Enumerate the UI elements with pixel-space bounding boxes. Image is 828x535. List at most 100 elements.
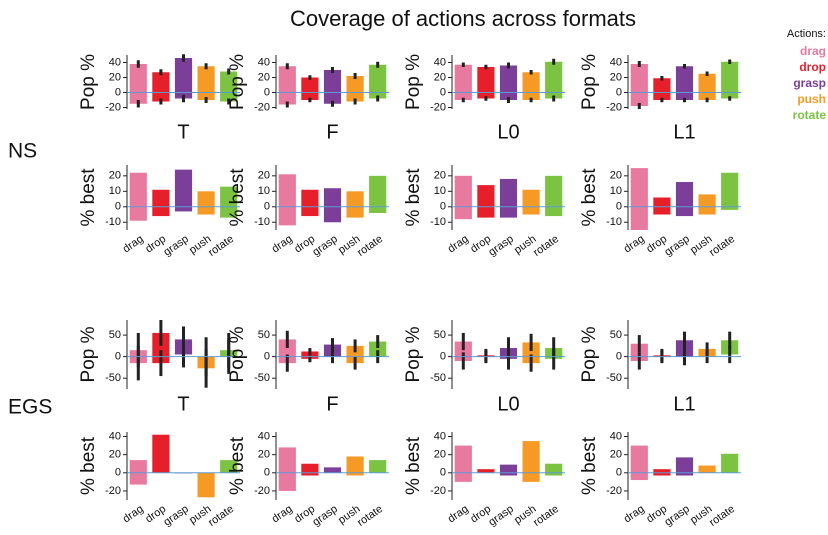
y-tick-label: 0 bbox=[115, 201, 121, 213]
bar bbox=[454, 445, 472, 482]
x-tick-label: rotate bbox=[355, 503, 385, 529]
y-tick-label: 0 bbox=[264, 86, 270, 98]
bar bbox=[698, 465, 716, 473]
bar bbox=[698, 194, 716, 215]
bar bbox=[369, 175, 387, 213]
legend-entry: rotate bbox=[793, 108, 827, 122]
bar bbox=[721, 453, 739, 473]
x-tick-label: rotate bbox=[206, 233, 236, 259]
y-tick-label: 10 bbox=[258, 185, 270, 197]
y-tick-label: -20 bbox=[254, 485, 270, 497]
bar bbox=[152, 189, 170, 217]
x-tick-label: drag bbox=[270, 503, 295, 525]
y-tick-label: -20 bbox=[105, 485, 121, 497]
y-tick-label: 50 bbox=[610, 329, 622, 341]
y-tick-label: -50 bbox=[606, 372, 622, 384]
bar bbox=[675, 66, 694, 100]
y-tick-label: -50 bbox=[105, 372, 121, 384]
bar bbox=[675, 182, 694, 217]
bar bbox=[522, 72, 540, 100]
bar bbox=[545, 175, 563, 217]
y-tick-label: 40 bbox=[258, 430, 270, 442]
bar bbox=[698, 73, 716, 100]
bar bbox=[278, 66, 296, 105]
y-tick-label: 10 bbox=[610, 185, 622, 197]
bar bbox=[301, 351, 319, 359]
legend-entry: drag bbox=[800, 44, 826, 58]
bar bbox=[278, 339, 296, 364]
y-axis-label: Pop % bbox=[227, 54, 248, 110]
x-tick-label: drag bbox=[622, 233, 647, 255]
y-axis-label: Pop % bbox=[579, 54, 600, 110]
y-tick-label: 20 bbox=[109, 449, 121, 461]
y-tick-label: -10 bbox=[430, 216, 446, 228]
y-tick-label: 0 bbox=[616, 467, 622, 479]
y-axis-label: Pop % bbox=[227, 326, 248, 382]
row-label: EGS bbox=[8, 396, 52, 419]
format-label: T bbox=[177, 121, 189, 143]
y-tick-label: 40 bbox=[610, 56, 622, 68]
format-label: L0 bbox=[497, 121, 519, 143]
bar bbox=[653, 197, 671, 215]
y-tick-label: 20 bbox=[610, 170, 622, 182]
bar bbox=[129, 172, 147, 221]
y-tick-label: 20 bbox=[434, 449, 446, 461]
bar bbox=[152, 434, 170, 473]
bar bbox=[454, 341, 472, 361]
y-tick-label: -20 bbox=[606, 485, 622, 497]
bar bbox=[369, 460, 387, 473]
bar bbox=[721, 172, 739, 210]
x-tick-label: grasp bbox=[486, 503, 515, 529]
x-tick-label: rotate bbox=[355, 233, 385, 259]
bar bbox=[197, 472, 215, 498]
y-tick-label: -50 bbox=[430, 372, 446, 384]
bar bbox=[477, 185, 495, 218]
bar bbox=[499, 65, 518, 100]
bar bbox=[675, 457, 694, 476]
bar bbox=[197, 191, 215, 215]
y-tick-label: 0 bbox=[616, 86, 622, 98]
bar bbox=[499, 464, 518, 476]
bar bbox=[301, 463, 319, 476]
bar bbox=[323, 70, 342, 104]
format-label: F bbox=[326, 121, 338, 143]
y-tick-label: 20 bbox=[258, 71, 270, 83]
legend-entry: push bbox=[797, 92, 826, 106]
y-tick-label: 10 bbox=[434, 185, 446, 197]
y-axis-label: Pop % bbox=[403, 54, 424, 110]
bar bbox=[174, 58, 193, 99]
bar bbox=[323, 467, 342, 473]
y-tick-label: 20 bbox=[258, 170, 270, 182]
y-tick-label: 20 bbox=[109, 71, 121, 83]
bar bbox=[346, 191, 364, 218]
format-label: T bbox=[177, 393, 189, 415]
x-tick-label: grasp bbox=[161, 503, 190, 529]
y-axis-label: % best bbox=[227, 436, 248, 495]
bar bbox=[174, 169, 193, 212]
y-tick-label: 50 bbox=[434, 329, 446, 341]
x-tick-label: rotate bbox=[206, 503, 236, 529]
y-tick-label: 20 bbox=[258, 449, 270, 461]
bar bbox=[545, 463, 563, 476]
y-tick-label: 0 bbox=[115, 351, 121, 363]
x-tick-label: grasp bbox=[161, 233, 190, 259]
bar bbox=[477, 469, 495, 473]
y-axis-label: Pop % bbox=[579, 326, 600, 382]
x-tick-label: grasp bbox=[662, 233, 691, 259]
x-tick-label: grasp bbox=[486, 233, 515, 259]
y-tick-label: -20 bbox=[430, 101, 446, 113]
y-tick-label: -20 bbox=[105, 101, 121, 113]
y-axis-label: % best bbox=[78, 436, 99, 495]
y-tick-label: -20 bbox=[606, 101, 622, 113]
y-tick-label: 0 bbox=[616, 201, 622, 213]
y-tick-label: 40 bbox=[434, 430, 446, 442]
y-tick-label: -10 bbox=[105, 216, 121, 228]
x-tick-label: drag bbox=[622, 503, 647, 525]
bar bbox=[278, 174, 296, 226]
bar bbox=[630, 168, 648, 230]
y-axis-label: Pop % bbox=[78, 326, 99, 382]
y-tick-label: 0 bbox=[616, 351, 622, 363]
bar bbox=[346, 345, 364, 364]
y-tick-label: 40 bbox=[434, 56, 446, 68]
